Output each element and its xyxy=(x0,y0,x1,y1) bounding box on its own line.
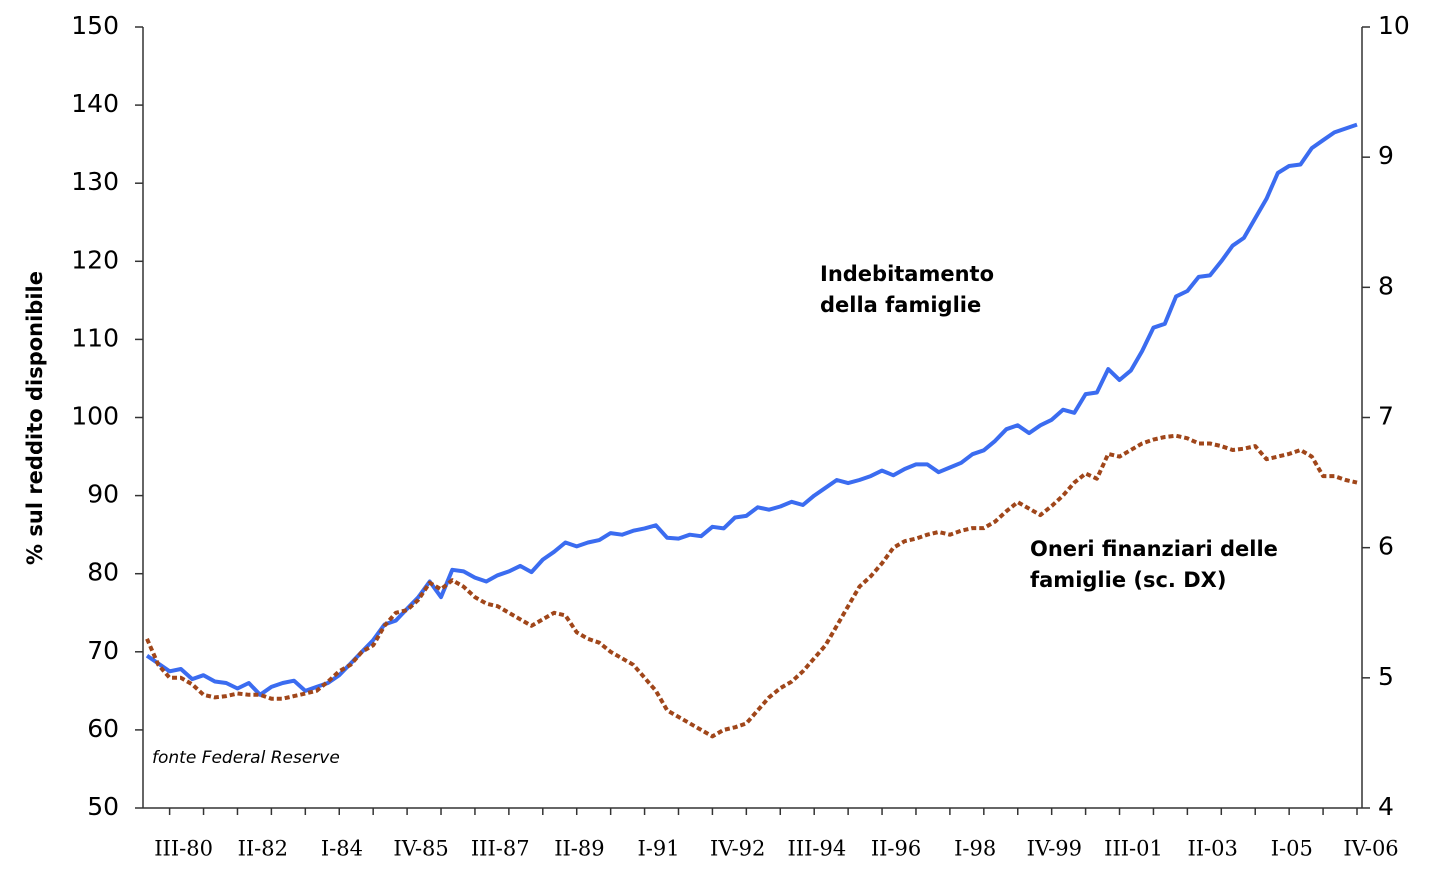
x-tick-label: I-05 xyxy=(1271,837,1313,861)
series-label: famiglie (sc. DX) xyxy=(1030,568,1226,592)
x-tick-label: III-01 xyxy=(1104,837,1163,861)
y-tick-label: 70 xyxy=(87,636,119,665)
x-tick-label: I-98 xyxy=(954,837,996,861)
x-tick-label: IV-99 xyxy=(1027,837,1082,861)
y-tick-label: 100 xyxy=(71,402,119,431)
x-tick-label: III-94 xyxy=(788,837,847,861)
chart: % sul reddito disponibile fonte Federal … xyxy=(0,0,1434,883)
y-tick-label: 130 xyxy=(71,167,119,196)
y2-tick-label: 10 xyxy=(1378,11,1410,40)
y-tick-label: 80 xyxy=(87,558,119,587)
y2-tick-label: 7 xyxy=(1378,402,1394,431)
y2-tick-label: 8 xyxy=(1378,271,1394,300)
y-axis-title: % sul reddito disponibile xyxy=(23,271,47,565)
series-label: della famiglie xyxy=(820,293,981,317)
y-tick-label: 110 xyxy=(71,323,119,352)
x-tick-label: IV-85 xyxy=(393,837,448,861)
y-tick-label: 140 xyxy=(71,89,119,118)
y2-tick-label: 6 xyxy=(1378,532,1394,561)
x-tick-label: II-96 xyxy=(871,837,921,861)
y-tick-label: 60 xyxy=(87,714,119,743)
series-line xyxy=(147,125,1357,695)
x-tick-label: II-03 xyxy=(1187,837,1237,861)
y-tick-label: 120 xyxy=(71,245,119,274)
series-label: Oneri finanziari delle xyxy=(1030,537,1278,561)
x-tick-label: I-84 xyxy=(321,837,363,861)
source-note: fonte Federal Reserve xyxy=(152,748,340,768)
x-tick-label: II-82 xyxy=(238,837,288,861)
x-tick-label: III-87 xyxy=(471,837,530,861)
y-tick-label: 150 xyxy=(71,11,119,40)
x-tick-label: III-80 xyxy=(154,837,213,861)
y2-tick-label: 5 xyxy=(1378,662,1394,691)
y-tick-label: 90 xyxy=(87,480,119,509)
x-tick-label: II-89 xyxy=(554,837,604,861)
y2-tick-label: 4 xyxy=(1378,792,1394,821)
y2-tick-label: 9 xyxy=(1378,141,1394,170)
x-tick-label: I-91 xyxy=(638,837,680,861)
y-tick-label: 50 xyxy=(87,792,119,821)
x-tick-label: IV-06 xyxy=(1343,837,1398,861)
x-tick-label: IV-92 xyxy=(710,837,765,861)
series-label: Indebitamento xyxy=(820,262,994,286)
